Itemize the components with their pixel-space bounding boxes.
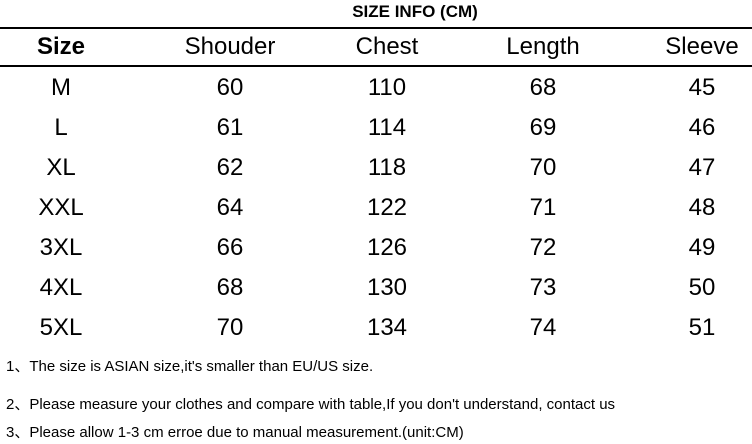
cell-length: 69	[529, 114, 557, 141]
header-sleeve: Sleeve	[665, 33, 739, 60]
cell-shoulder: 61	[216, 114, 244, 141]
cell-size: M	[51, 74, 71, 101]
cell-sleeve: 47	[688, 154, 716, 181]
table-top-rule	[0, 27, 752, 29]
table-header-rule	[0, 65, 752, 67]
cell-sleeve: 48	[688, 194, 716, 221]
note-measure-clothes: 2、Please measure your clothes and compar…	[6, 396, 616, 413]
cell-shoulder: 62	[216, 154, 244, 181]
cell-shoulder: 68	[216, 274, 244, 301]
cell-chest: 114	[367, 114, 407, 141]
cell-chest: 134	[366, 314, 408, 341]
cell-size: 5XL	[39, 314, 83, 341]
chart-title: SIZE INFO (CM)	[352, 2, 478, 21]
header-length: Length	[506, 33, 580, 60]
note-measurement-error: 3、Please allow 1-3 cm erroe due to manua…	[6, 424, 464, 441]
cell-sleeve: 49	[688, 234, 716, 261]
header-shoulder: Shouder	[184, 33, 276, 60]
cell-length: 72	[529, 234, 557, 261]
cell-shoulder: 60	[216, 74, 244, 101]
cell-size: L	[54, 114, 68, 141]
cell-sleeve: 46	[688, 114, 716, 141]
cell-size: XL	[46, 154, 76, 181]
cell-chest: 126	[366, 234, 408, 261]
cell-sleeve: 50	[688, 274, 716, 301]
cell-length: 73	[529, 274, 557, 301]
cell-chest: 118	[367, 154, 407, 181]
cell-chest: 122	[366, 194, 408, 221]
cell-sleeve: 45	[688, 74, 716, 101]
cell-sleeve: 51	[688, 314, 716, 341]
cell-size: 4XL	[39, 274, 83, 301]
cell-length: 74	[529, 314, 557, 341]
cell-chest: 130	[366, 274, 408, 301]
cell-size: XXL	[38, 194, 84, 221]
cell-length: 68	[529, 74, 557, 101]
cell-shoulder: 66	[216, 234, 244, 261]
header-size: Size	[36, 33, 86, 60]
cell-length: 70	[529, 154, 557, 181]
cell-length: 71	[529, 194, 557, 221]
cell-size: 3XL	[39, 234, 83, 261]
cell-shoulder: 64	[216, 194, 244, 221]
header-chest: Chest	[355, 33, 419, 60]
cell-shoulder: 70	[216, 314, 244, 341]
cell-chest: 110	[367, 74, 407, 101]
note-asian-size: 1、The size is ASIAN size,it's smaller th…	[6, 358, 374, 375]
